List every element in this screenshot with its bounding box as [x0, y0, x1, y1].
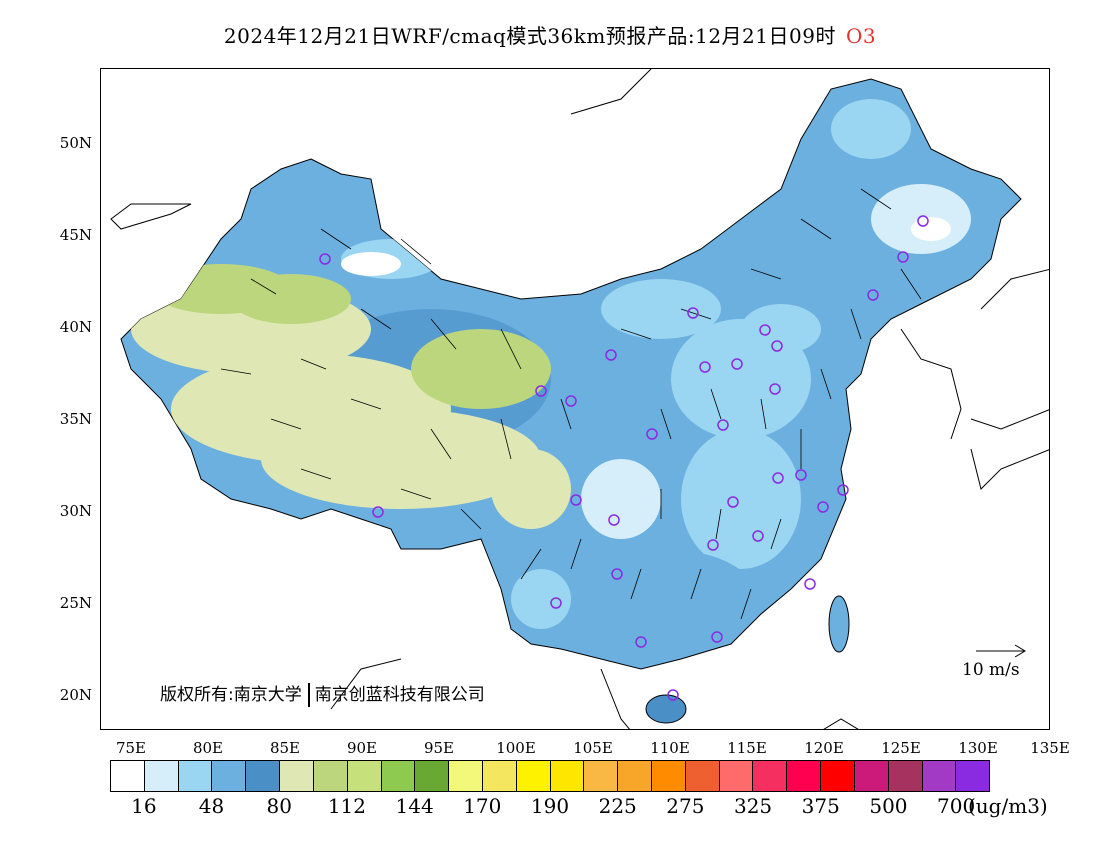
lon-label-90e: 90E: [346, 739, 378, 757]
colorbar-swatch: [888, 761, 923, 791]
colorbar-swatch: [482, 761, 517, 791]
lat-label-50n: 50N: [59, 134, 92, 152]
lon-label-85e: 85E: [269, 739, 301, 757]
map-canvas: [100, 68, 1050, 730]
colorbar-label: 16: [131, 794, 157, 818]
colorbar-swatch: [144, 761, 179, 791]
copyright-right: 南京创蓝科技有限公司: [314, 685, 485, 705]
wind-reference-label: 10 m/s: [962, 660, 1020, 680]
colorbar-label: 112: [327, 794, 367, 818]
colorbar-label: 190: [530, 794, 570, 818]
colorbar-swatch: [787, 761, 822, 791]
colorbar-swatch: [652, 761, 686, 791]
china-ozone-map: [110, 69, 1049, 729]
colorbar-swatch: [685, 761, 720, 791]
lon-label-130e: 130E: [958, 739, 998, 757]
colorbar-label: 700: [937, 794, 976, 818]
colorbar-label: 225: [598, 794, 637, 818]
colorbar-swatch: [753, 761, 788, 791]
colorbar-label: 170: [463, 794, 502, 818]
colorbar: [110, 760, 990, 792]
colorbar-swatch: [854, 761, 889, 791]
lon-label-100e: 100E: [496, 739, 536, 757]
lon-label-110e: 110E: [650, 739, 690, 757]
lat-label-45n: 45N: [59, 226, 92, 244]
wind-reference-arrow: [976, 644, 1026, 658]
lat-label-20n: 20N: [59, 686, 92, 704]
lat-label-30n: 30N: [59, 502, 92, 520]
colorbar-label: 144: [395, 794, 434, 818]
copyright-left: 版权所有:南京大学: [160, 685, 302, 705]
pollutant-label: O3: [845, 24, 877, 48]
copyright-text: 版权所有:南京大学 南京创蓝科技有限公司: [160, 680, 485, 707]
lon-label-125e: 125E: [881, 739, 921, 757]
lat-label-40n: 40N: [59, 318, 92, 336]
map-title: 2024年12月21日WRF/cmaq模式36km预报产品:12月21日09时 O…: [0, 20, 1100, 49]
lat-label-35n: 35N: [59, 410, 92, 428]
lon-label-120e: 120E: [804, 739, 844, 757]
colorbar-unit: (ug/m3): [968, 794, 1048, 818]
colorbar-swatch: [922, 761, 957, 791]
lon-label-80e: 80E: [192, 739, 224, 757]
title-text: 2024年12月21日WRF/cmaq模式36km预报产品:12月21日09时: [223, 24, 836, 48]
colorbar-swatch: [280, 761, 314, 791]
colorbar-swatch: [618, 761, 652, 791]
colorbar-swatch: [821, 761, 855, 791]
colorbar-swatch: [449, 761, 483, 791]
colorbar-swatch: [313, 761, 348, 791]
lon-label-105e: 105E: [573, 739, 613, 757]
colorbar-swatch: [719, 761, 754, 791]
colorbar-swatch: [246, 761, 281, 791]
colorbar-label: 325: [733, 794, 773, 818]
lon-label-95e: 95E: [423, 739, 455, 757]
lon-label-75e: 75E: [115, 739, 147, 757]
colorbar-swatch: [347, 761, 382, 791]
lon-label-135e: 135E: [1030, 739, 1070, 757]
colorbar-label: 48: [198, 794, 225, 818]
colorbar-swatch: [584, 761, 619, 791]
colorbar-swatch: [415, 761, 450, 791]
colorbar-swatch: [111, 761, 145, 791]
colorbar-swatch: [516, 761, 551, 791]
colorbar-label: 500: [869, 794, 908, 818]
copyright-divider: [307, 683, 310, 707]
colorbar-swatch: [212, 761, 247, 791]
colorbar-swatch: [381, 761, 416, 791]
colorbar-label: 275: [666, 794, 705, 818]
lon-label-115e: 115E: [727, 739, 767, 757]
colorbar-label: 80: [266, 794, 292, 818]
colorbar-swatch: [956, 761, 990, 791]
colorbar-swatch: [178, 761, 213, 791]
lat-label-25n: 25N: [59, 594, 92, 612]
colorbar-swatch: [550, 761, 585, 791]
colorbar-label: 375: [801, 794, 840, 818]
